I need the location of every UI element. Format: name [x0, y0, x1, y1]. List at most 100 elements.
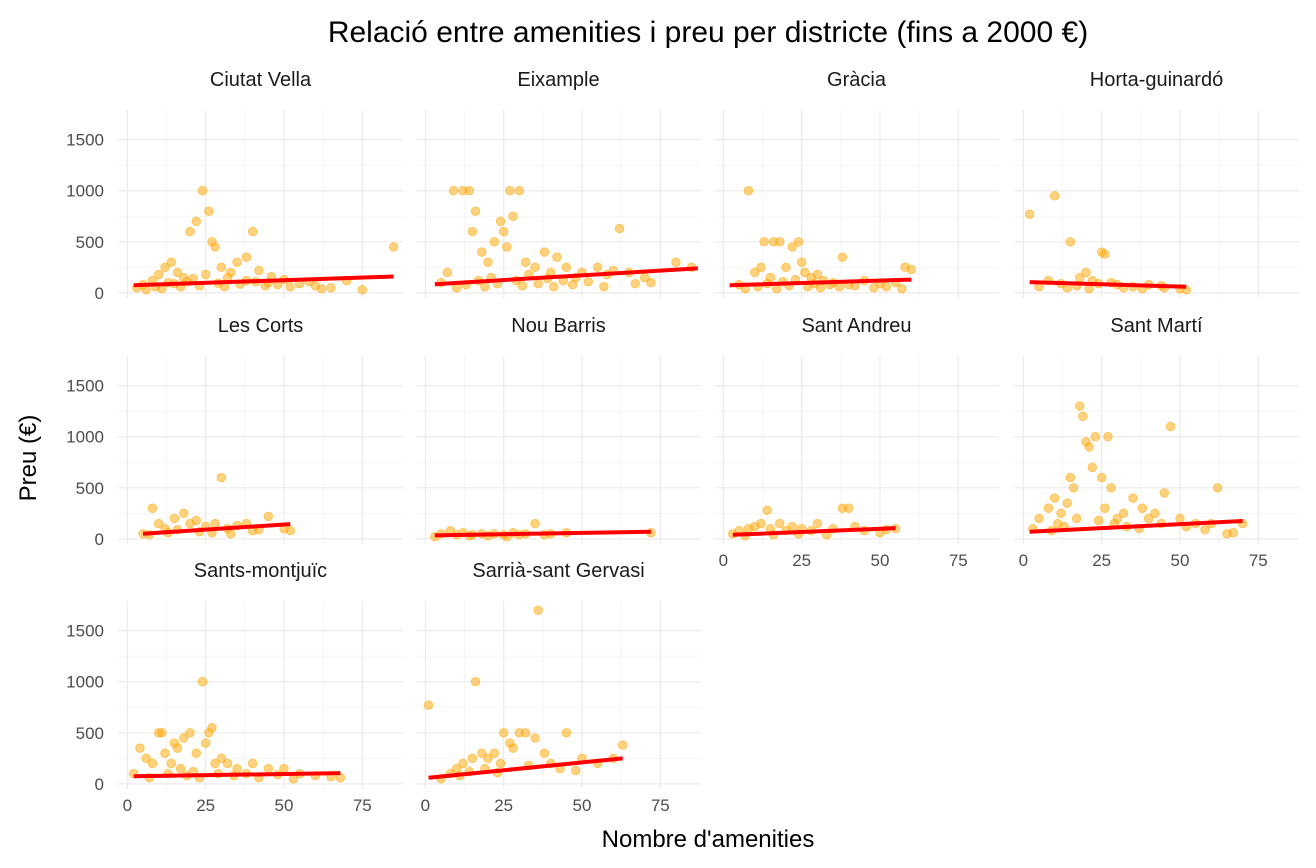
y-axis-title: Preu (€): [15, 415, 42, 502]
x-tick-label: 50: [871, 551, 890, 570]
x-tick-label: 75: [1249, 551, 1268, 570]
data-point: [388, 242, 399, 252]
data-point: [1100, 503, 1110, 513]
data-point: [897, 284, 907, 294]
data-point: [191, 515, 201, 526]
panel-sant-marti: Sant Martí 0 25 50 75: [1014, 315, 1299, 570]
data-point: [197, 677, 208, 687]
trend-line: [434, 529, 651, 538]
data-point: [147, 758, 158, 769]
x-tick-label: 25: [196, 796, 215, 815]
data-point: [226, 267, 236, 278]
data-point: [200, 738, 211, 748]
y-tick-label: 1500: [66, 131, 104, 150]
data-point: [483, 753, 493, 764]
data-point: [285, 282, 295, 292]
data-point: [179, 733, 189, 743]
data-point: [1081, 267, 1091, 278]
data-point: [141, 753, 151, 764]
data-point: [1093, 515, 1104, 526]
data-point: [326, 283, 336, 293]
data-point: [210, 242, 220, 252]
facet-strip-label: Eixample: [517, 69, 599, 91]
data-point: [520, 257, 531, 267]
data-point: [1084, 442, 1094, 452]
data-point: [1150, 508, 1160, 519]
data-point: [508, 743, 518, 753]
data-point: [533, 605, 543, 615]
data-point: [467, 226, 478, 237]
data-point: [1228, 528, 1238, 538]
data-point: [357, 285, 367, 295]
panel-nou-barris: Nou Barris: [416, 315, 701, 544]
y-tick-label: 1000: [66, 182, 104, 201]
data-point: [1050, 191, 1060, 201]
data-point: [1065, 237, 1076, 247]
data-point: [495, 216, 506, 227]
data-point: [467, 753, 478, 764]
data-point: [530, 262, 540, 273]
trend-line: [1029, 280, 1187, 289]
data-point: [1096, 472, 1107, 483]
trend-line: [434, 266, 698, 287]
data-point: [169, 513, 180, 524]
data-point: [1175, 513, 1185, 524]
x-tick-label: 50: [275, 796, 294, 815]
facet-strip-label: Sant Martí: [1110, 315, 1203, 337]
data-point: [263, 511, 274, 522]
data-point: [232, 257, 242, 267]
data-point: [599, 282, 609, 292]
data-point: [210, 758, 220, 769]
data-point: [207, 722, 217, 733]
data-point: [1024, 209, 1035, 219]
panel-sants-montjuic: Sants-montjuïc 0 500 1000 1500 0 25 50 75: [66, 560, 403, 815]
trend-line: [133, 771, 341, 779]
data-point: [775, 237, 785, 247]
x-tick-label: 0: [719, 551, 728, 570]
data-point: [498, 226, 509, 237]
x-tick-label: 25: [1092, 551, 1111, 570]
data-point: [1065, 472, 1076, 483]
data-point: [1056, 508, 1066, 519]
data-point: [442, 267, 453, 278]
data-point: [247, 226, 258, 237]
data-point: [1165, 421, 1176, 432]
data-point: [815, 283, 826, 293]
y-tick-label: 500: [76, 479, 104, 498]
y-tick-label: 0: [95, 530, 104, 549]
facet-strip-label: Nou Barris: [511, 315, 605, 337]
data-point: [552, 252, 562, 262]
trend-line: [1029, 519, 1243, 534]
trend-line: [428, 756, 623, 780]
data-point: [172, 743, 183, 753]
data-point: [247, 758, 258, 769]
data-point: [646, 277, 656, 288]
x-tick-label: 50: [573, 796, 592, 815]
data-point: [787, 521, 797, 532]
data-point: [154, 518, 164, 529]
data-point: [1128, 493, 1138, 503]
x-tick-label: 75: [949, 551, 968, 570]
data-point: [285, 526, 295, 536]
data-point: [1103, 432, 1113, 442]
x-tick-label: 0: [421, 796, 430, 815]
chart-title: Relació entre amenities i preu per distr…: [328, 16, 1088, 49]
data-point: [423, 700, 434, 710]
data-point: [561, 728, 572, 738]
data-point: [470, 206, 481, 216]
data-point: [1043, 503, 1054, 513]
data-point: [166, 758, 176, 769]
data-point: [179, 508, 189, 519]
data-point: [470, 677, 481, 687]
data-point: [175, 763, 186, 774]
data-point: [583, 276, 593, 287]
data-point: [154, 269, 164, 280]
data-point: [477, 748, 487, 758]
data-point: [1034, 513, 1044, 524]
x-tick-label: 75: [353, 796, 372, 815]
data-point: [1090, 432, 1101, 442]
y-tick-label: 1000: [66, 428, 104, 447]
trend-line: [142, 522, 291, 536]
facet-strip-label: Gràcia: [827, 69, 887, 91]
data-point: [241, 252, 252, 262]
